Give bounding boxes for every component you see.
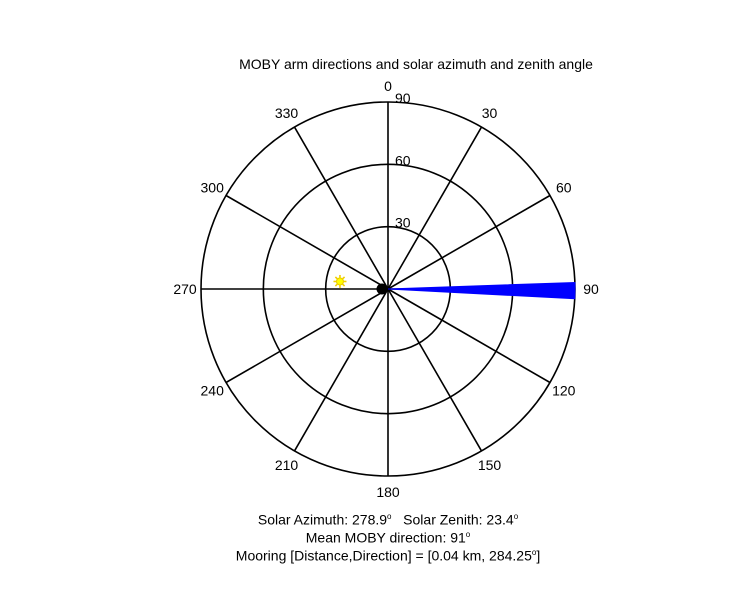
solar-azimuth-label: Solar Azimuth: 278.9 [257,511,388,528]
solar-angles-line: Solar Azimuth: 278.9o Solar Zenith: 23.4… [0,508,750,529]
angle-tick-label-0: 0 [384,78,392,94]
angle-tick-label-150: 150 [478,457,502,473]
mean-direction-line: Mean MOBY direction: 91o [0,526,750,547]
center-marker [376,283,388,295]
spoke-210 [293,288,389,452]
angle-tick-label-180: 180 [376,484,400,500]
sun-marker [333,274,347,288]
angle-tick-label-210: 210 [275,457,299,473]
angle-tick-label-240: 240 [201,383,225,399]
moby-arm-wedge [387,281,576,300]
degree-mark: o [387,512,392,521]
plot-markers [333,274,576,300]
angle-tick-label-60: 60 [556,180,572,196]
angle-tick-label-30: 30 [482,105,498,121]
chart-title: MOBY arm directions and solar azimuth an… [239,56,593,72]
angle-tick-label-90: 90 [583,281,599,297]
mooring-label: Mooring [Distance,Direction] = [0.04 km,… [235,547,532,564]
angle-tick-label-270: 270 [173,281,197,297]
radial-tick-label-60: 60 [395,152,411,168]
degree-mark: o [513,512,519,521]
solar-zenith-label: Solar Zenith: 23.4 [403,511,514,528]
spoke-150 [387,288,483,452]
sun-ray [334,283,339,287]
sun-ray [341,276,346,280]
sun-ray [341,283,346,287]
radial-tick-labels: 30 60 90 [395,90,411,231]
angle-tick-label-330: 330 [275,105,299,121]
angle-tick-labels: 0 30 60 90 120 150 180 210 240 270 300 330 [173,78,599,500]
spoke-300 [225,194,389,290]
spoke-120 [387,288,551,384]
angle-tick-label-120: 120 [552,383,576,399]
mean-direction-label: Mean MOBY direction: 91 [305,529,466,546]
spoke-330 [293,126,389,290]
sun-ray [334,276,339,280]
mooring-tail: ] [536,547,541,564]
spoke-60 [387,194,551,290]
spoke-30 [387,126,483,290]
mooring-line: Mooring [Distance,Direction] = [0.04 km,… [0,544,750,565]
degree-mark: o [531,548,537,557]
angle-tick-label-300: 300 [201,180,225,196]
degree-mark: o [465,530,471,539]
spoke-240 [225,288,389,384]
radial-tick-label-30: 30 [395,215,411,231]
radial-tick-label-90: 90 [395,90,411,106]
